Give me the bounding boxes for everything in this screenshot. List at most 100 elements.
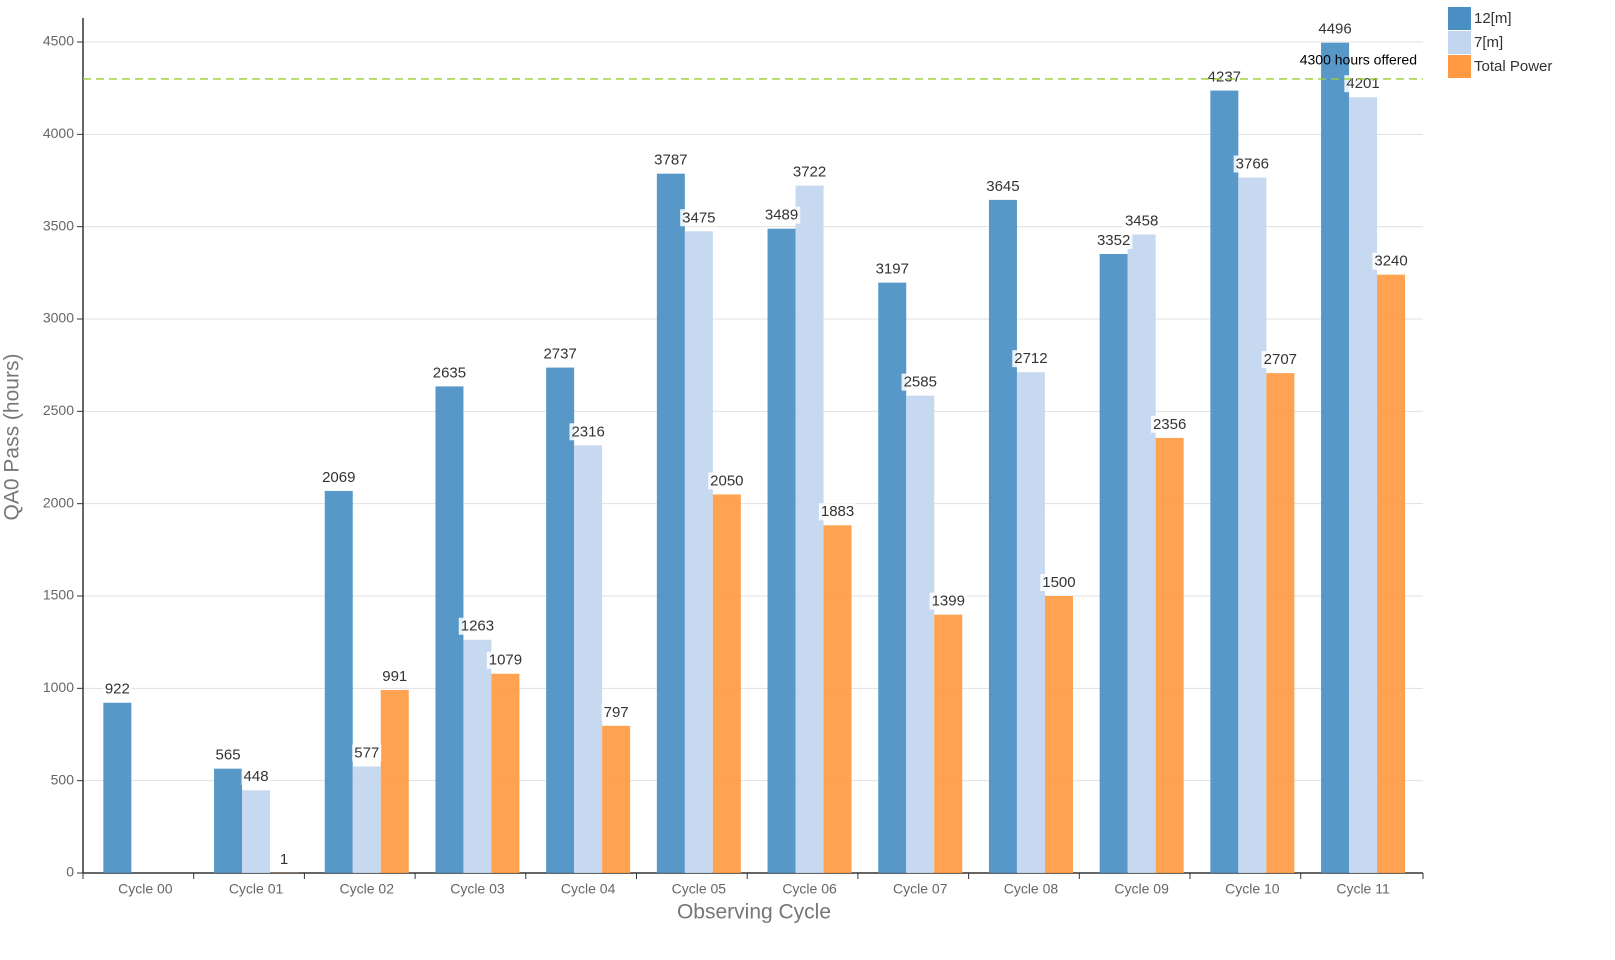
value-label: 922: [105, 681, 130, 698]
value-label-group: 565: [213, 746, 243, 764]
bar: [988, 199, 1017, 873]
value-label-bg: [241, 768, 271, 786]
value-label: 3722: [793, 164, 826, 181]
value-label: 2635: [433, 364, 466, 381]
value-label-group: 797: [601, 703, 631, 721]
legend-label[interactable]: 7[m]: [1474, 34, 1503, 51]
value-label: 3489: [765, 207, 798, 224]
value-label-bg: [929, 592, 967, 610]
bar: [324, 490, 353, 873]
value-label-group: 922: [102, 680, 132, 698]
value-label: 577: [354, 744, 379, 761]
value-label: 1399: [932, 593, 965, 610]
value-label-bg: [1040, 573, 1078, 591]
value-label-group: 1: [277, 850, 291, 868]
bar: [546, 367, 575, 873]
value-label-group: 4496: [1316, 20, 1354, 38]
y-tick-label: 500: [51, 771, 75, 787]
y-tick-label: 2500: [43, 402, 74, 418]
bar: [906, 395, 935, 873]
value-label: 2707: [1264, 351, 1297, 368]
y-tick-label: 4500: [43, 33, 74, 49]
value-label: 3240: [1374, 253, 1407, 270]
value-label: 1: [280, 851, 288, 868]
bar: [1377, 274, 1406, 873]
bar: [1099, 254, 1128, 873]
y-axis-title: QA0 Pass (hours): [1, 354, 24, 521]
y-tick-label: 1500: [43, 587, 74, 603]
y-tick-label: 2000: [43, 494, 74, 510]
bar: [491, 673, 520, 873]
value-label: 448: [244, 768, 269, 785]
bar: [602, 725, 631, 873]
value-label: 2050: [710, 472, 743, 489]
value-label-group: 3489: [762, 206, 801, 224]
bar: [1321, 42, 1350, 874]
x-axis-title: Observing Cycle: [677, 901, 831, 924]
value-label-group: 2737: [541, 345, 579, 363]
bar: [574, 445, 603, 873]
value-label: 3197: [876, 261, 909, 278]
bar: [1155, 437, 1184, 873]
value-label: 4201: [1346, 75, 1379, 92]
value-label-group: 1263: [458, 617, 497, 635]
value-label: 2356: [1153, 416, 1186, 433]
x-tick-label: Cycle 09: [1114, 881, 1169, 897]
value-label-group: 4237: [1205, 68, 1244, 86]
x-tick-label: Cycle 06: [782, 881, 837, 897]
value-label-group: 3722: [790, 163, 829, 181]
bar: [795, 185, 824, 873]
value-label-group: 3458: [1122, 212, 1161, 230]
value-label: 1263: [461, 618, 494, 635]
value-label-bg: [569, 423, 607, 441]
y-tick-label: 1000: [43, 679, 74, 695]
y-tick-label: 0: [66, 864, 74, 880]
value-label-group: 2050: [708, 472, 746, 490]
value-label: 1500: [1042, 574, 1075, 591]
bar: [103, 702, 132, 873]
legend-label[interactable]: 12[m]: [1474, 10, 1512, 27]
value-label-bg: [708, 472, 746, 490]
value-label: 3475: [682, 209, 715, 226]
x-tick-label: Cycle 10: [1225, 881, 1280, 897]
value-label-group: 1883: [818, 503, 857, 521]
x-tick-label: Cycle 08: [1004, 881, 1059, 897]
value-label-group: 2707: [1261, 351, 1300, 369]
value-label: 3645: [986, 178, 1019, 195]
value-label-bg: [1205, 68, 1244, 86]
y-tick-label: 3000: [43, 310, 74, 326]
value-label-group: 3475: [680, 209, 718, 227]
x-tick-label: Cycle 05: [672, 881, 727, 897]
value-label: 991: [382, 668, 407, 685]
bar: [1266, 373, 1295, 873]
value-label-bg: [1150, 415, 1189, 433]
value-label-bg: [380, 667, 410, 685]
value-label-bg: [430, 364, 469, 382]
value-label-group: 1399: [929, 592, 967, 610]
value-label-group: 2069: [320, 468, 358, 486]
value-label-bg: [1094, 231, 1133, 249]
value-label-bg: [652, 151, 690, 169]
value-label: 2069: [322, 469, 355, 486]
value-label-bg: [102, 680, 132, 698]
reference-label: 4300 hours offered: [1300, 52, 1417, 68]
bar: [352, 766, 381, 873]
legend-label[interactable]: Total Power: [1474, 58, 1552, 75]
value-label-group: 3240: [1372, 252, 1410, 270]
value-label-bg: [352, 744, 382, 762]
value-label-bg: [1261, 351, 1300, 369]
value-label: 3458: [1125, 212, 1158, 229]
value-label-bg: [984, 177, 1022, 195]
value-label: 2316: [571, 423, 604, 440]
bar: [656, 173, 685, 873]
bar: [1044, 596, 1073, 873]
value-label-group: 448: [241, 768, 271, 786]
bar: [767, 228, 796, 874]
value-label-group: 2585: [901, 373, 939, 391]
value-label-group: 3645: [984, 177, 1022, 195]
value-label: 1883: [821, 503, 854, 520]
x-tick-label: Cycle 07: [893, 881, 948, 897]
value-label-bg: [1233, 155, 1272, 173]
value-label-bg: [901, 373, 939, 391]
